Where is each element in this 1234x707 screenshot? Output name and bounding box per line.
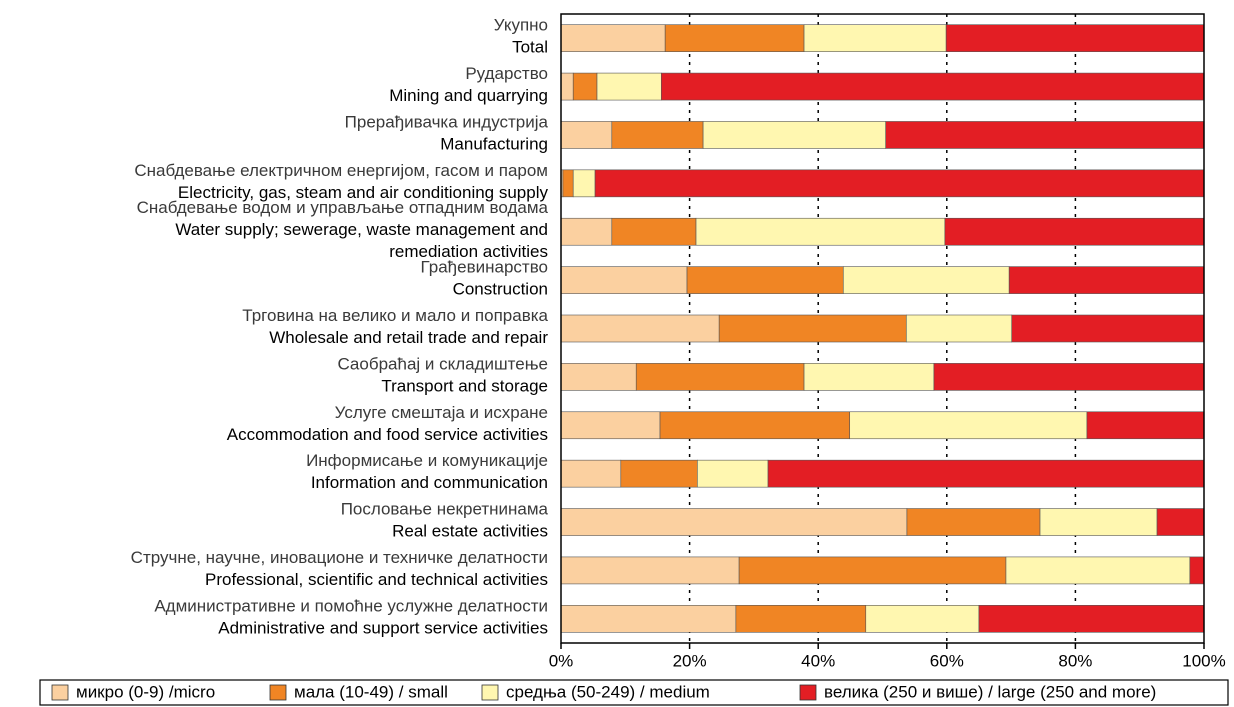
bar-segment	[560, 363, 637, 391]
bar-segment	[767, 459, 1205, 488]
bar-segment	[1011, 314, 1205, 343]
bar-segment	[635, 363, 805, 391]
bar-segment	[978, 605, 1205, 633]
bar-segment	[1039, 508, 1158, 536]
bar-segment	[560, 411, 661, 440]
bar-segment	[560, 508, 908, 536]
bar-segment	[664, 24, 805, 52]
category-label: Real estate activities	[392, 522, 548, 541]
bar-segment	[594, 169, 1205, 198]
bar-segment	[849, 411, 1088, 440]
bar-segment	[572, 169, 596, 198]
x-tick-label: 100%	[1182, 651, 1225, 670]
x-tick-label: 0%	[549, 651, 574, 670]
category-label: Administrative and support service activ…	[218, 618, 548, 637]
bar-segment	[695, 217, 946, 246]
bar-segment	[661, 72, 1205, 101]
category-label: Административне и помоћне услужне делатн…	[154, 596, 548, 615]
x-tick-label: 80%	[1058, 651, 1092, 670]
bar-segment	[842, 266, 1010, 294]
category-label: Accommodation and food service activitie…	[227, 425, 548, 444]
bar-segment	[1156, 508, 1205, 536]
bar-segment	[560, 24, 666, 52]
bar-segment	[906, 508, 1041, 536]
bar-segment	[560, 314, 720, 343]
legend-swatch	[799, 684, 817, 701]
category-label: Снабдевање електричном енергијом, гасом …	[134, 161, 548, 180]
category-label: Информисање и комуникације	[306, 451, 548, 470]
category-label: Manufacturing	[440, 134, 548, 153]
bar-segment	[560, 459, 622, 488]
bar-segment	[865, 605, 980, 633]
legend-label: средња (50-249) / medium	[506, 682, 710, 701]
plot-frame	[560, 13, 1205, 644]
category-label: Стручне, научне, иновационе и техничке д…	[131, 548, 548, 567]
legend-swatch	[269, 684, 287, 701]
bar-segment	[560, 121, 613, 149]
category-label: Information and communication	[311, 473, 548, 492]
category-label: Construction	[453, 280, 548, 299]
bar-segment	[596, 72, 662, 101]
category-label: Total	[512, 38, 548, 57]
bar-segment	[1008, 266, 1205, 294]
bar-segment	[611, 121, 704, 149]
category-label: remediation activities	[389, 242, 548, 261]
bar-segment	[659, 411, 851, 440]
bar-segment	[697, 459, 769, 488]
category-label: Прерађивачка индустрија	[345, 112, 549, 131]
bar-segment	[803, 24, 947, 52]
bar-segment	[560, 266, 688, 294]
category-label: Услуге смештаја и исхране	[335, 403, 548, 422]
category-label: Water supply; sewerage, waste management…	[175, 220, 548, 239]
legend-swatch	[51, 684, 69, 701]
bar-segment	[611, 217, 697, 246]
bar-segment	[718, 314, 907, 343]
legend-label: мала (10-49) / small	[294, 682, 448, 701]
bar-segment	[905, 314, 1013, 343]
category-label: Professional, scientific and technical a…	[205, 570, 548, 589]
category-label: Wholesale and retail trade and repair	[269, 328, 548, 347]
bar-segment	[945, 24, 1205, 52]
bar-segment	[572, 72, 598, 101]
category-label: Mining and quarrying	[389, 86, 548, 105]
bar-segment	[702, 121, 887, 149]
category-label: Transport and storage	[381, 376, 548, 395]
bar-segment	[562, 169, 574, 198]
legend-label: микро (0-9) /micro	[76, 682, 215, 701]
x-tick-label: 60%	[930, 651, 964, 670]
x-tick-label: 40%	[801, 651, 835, 670]
bar-segment	[738, 556, 1007, 585]
category-label: Electricity, gas, steam and air conditio…	[178, 183, 549, 202]
category-label: Рударство	[465, 64, 548, 83]
legend-swatch	[481, 684, 499, 701]
bar-segment	[1086, 411, 1205, 440]
category-label: Саобраћај и складиштење	[337, 354, 548, 373]
bar-segment	[620, 459, 698, 488]
category-label: Трговина на велико и мало и поправка	[242, 306, 548, 325]
legend-label: велика (250 и више) / large (250 and mor…	[824, 682, 1156, 701]
bar-segment	[1005, 556, 1191, 585]
category-label: Пословање некретнинама	[341, 500, 549, 519]
bar-segment	[560, 556, 740, 585]
category-label: Снабдевање водом и управљање отпадним во…	[137, 198, 549, 217]
category-label: Грађевинарство	[421, 258, 548, 277]
bar-segment	[933, 363, 1205, 391]
bar-segment	[686, 266, 844, 294]
bar-segment	[885, 121, 1205, 149]
bar-segment	[560, 72, 574, 101]
bar-segment	[560, 605, 737, 633]
bar-segment	[944, 217, 1205, 246]
x-tick-label: 20%	[673, 651, 707, 670]
bar-segment	[1189, 556, 1205, 585]
bar-segment	[735, 605, 867, 633]
bar-segment	[560, 217, 613, 246]
category-label: Укупно	[494, 16, 548, 35]
bar-segment	[803, 363, 935, 391]
legend-box	[39, 679, 1229, 706]
